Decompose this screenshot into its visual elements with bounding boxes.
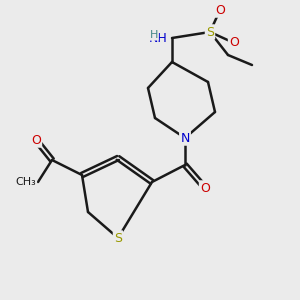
Text: O: O [200, 182, 210, 194]
Text: H: H [150, 30, 158, 40]
Text: N: N [180, 131, 190, 145]
Text: S: S [206, 26, 214, 38]
Text: O: O [229, 35, 239, 49]
Text: S: S [114, 232, 122, 244]
Text: CH₃: CH₃ [15, 177, 36, 187]
Text: O: O [31, 134, 41, 146]
Text: NH: NH [149, 32, 168, 44]
Text: O: O [215, 4, 225, 16]
